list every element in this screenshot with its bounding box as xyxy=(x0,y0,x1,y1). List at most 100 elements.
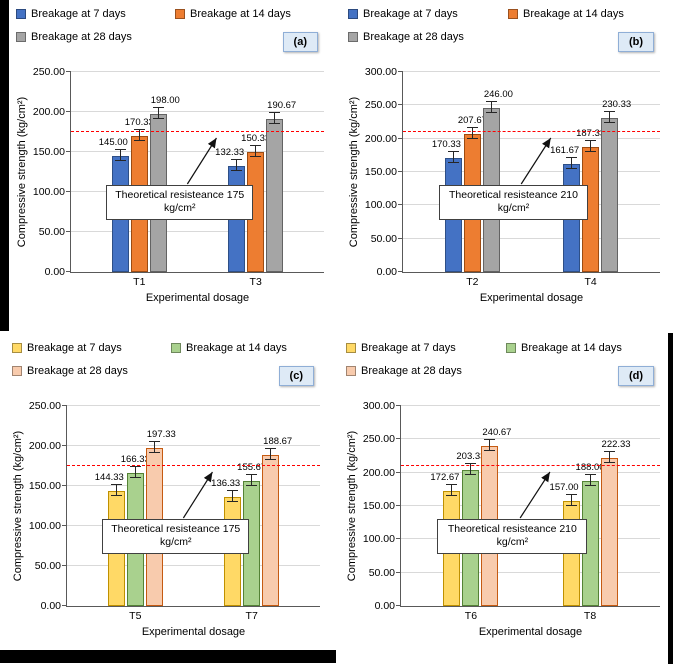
y-tick-mark xyxy=(398,204,403,206)
error-bar-line xyxy=(590,141,592,152)
gridline xyxy=(401,571,660,573)
y-axis-title: Compressive strength (kg/cm²) xyxy=(12,430,24,582)
legend-swatch xyxy=(348,31,358,42)
panel-label: (b) xyxy=(617,32,654,52)
y-tick-label: 100.00 xyxy=(362,533,395,546)
y-tick-label: 200.00 xyxy=(362,466,395,479)
error-bar xyxy=(114,149,126,161)
error-bar xyxy=(485,101,497,113)
y-axis-title: Compressive strength (kg/cm²) xyxy=(16,96,28,248)
error-bar-line xyxy=(232,490,234,501)
y-tick-mark xyxy=(398,71,403,72)
error-bar-line xyxy=(270,449,272,460)
error-bar-line xyxy=(451,484,453,495)
error-bar-line xyxy=(236,160,238,171)
y-tick-mark xyxy=(62,445,67,446)
y-tick-label: 0.00 xyxy=(40,600,61,612)
y-tick-label: 150.00 xyxy=(28,480,61,492)
reference-line xyxy=(401,465,660,466)
bar-value-label: 157.00 xyxy=(549,482,579,494)
error-bar xyxy=(465,463,477,476)
bar-value-label: 240.67 xyxy=(482,426,512,438)
y-tick-mark xyxy=(66,271,71,272)
legend-item: Breakage at 7 days xyxy=(12,342,171,354)
y-tick-mark xyxy=(66,151,71,152)
y-tick-label: 250.00 xyxy=(32,66,65,78)
error-bar-line xyxy=(470,464,472,475)
legend-item: Breakage at 28 days xyxy=(346,365,506,377)
legend-item: Breakage at 28 days xyxy=(16,31,176,43)
y-tick-mark xyxy=(396,405,401,406)
y-tick-mark xyxy=(398,137,403,139)
gridline xyxy=(71,111,324,112)
chart-area: Compressive strength (kg/cm²) 0.00 50.00 10… xyxy=(342,390,670,646)
error-bar xyxy=(585,140,597,153)
error-bar xyxy=(148,441,160,454)
error-bar xyxy=(265,448,277,461)
chart-panel-c: Breakage at 7 days Breakage at 14 days Bre… xyxy=(8,336,330,648)
x-axis-title: Experimental dosage xyxy=(145,292,250,304)
y-tick-label: 100.00 xyxy=(32,186,65,198)
legend-label: Breakage at 7 days xyxy=(363,7,458,20)
y-tick-mark xyxy=(62,485,67,486)
scan-artifact-bottom-bar xyxy=(0,650,336,663)
legend-swatch xyxy=(16,8,26,19)
plot-area: 0.00 50.00 100.00 150.00 200.00 250.00 144.33 1… xyxy=(29,400,320,638)
reference-line xyxy=(403,131,660,132)
panel-label: (d) xyxy=(617,366,654,386)
legend-swatch xyxy=(12,365,22,376)
legend-label: Breakage at 7 days xyxy=(27,341,122,354)
reference-line xyxy=(71,131,324,132)
error-bar xyxy=(466,126,478,139)
bar-value-label: 188.67 xyxy=(263,436,293,448)
gridline xyxy=(67,565,320,566)
error-bar-line xyxy=(119,150,121,160)
bar-value-label: 222.33 xyxy=(601,438,631,450)
y-tick-mark xyxy=(396,538,401,540)
error-bar-line xyxy=(134,466,136,477)
error-bar xyxy=(603,450,615,463)
legend-label: Breakage at 28 days xyxy=(31,30,132,43)
error-bar-line xyxy=(471,127,473,138)
error-bar xyxy=(227,489,239,502)
y-tick-label: 50.00 xyxy=(368,566,395,579)
legend-label: Breakage at 28 days xyxy=(363,30,464,43)
x-tick-label: T5 xyxy=(129,610,142,622)
chart-panel-d: Breakage at 7 days Breakage at 14 days Bre… xyxy=(342,336,670,648)
x-axis-title: Experimental dosage xyxy=(141,626,246,638)
legend-swatch xyxy=(348,8,358,19)
legend-swatch xyxy=(12,342,22,353)
error-bar-line xyxy=(157,107,159,118)
error-bar-line xyxy=(115,484,117,495)
legend-label: Breakage at 14 days xyxy=(186,341,287,354)
bar xyxy=(600,457,618,606)
legend-label: Breakage at 14 days xyxy=(523,7,624,20)
gridline xyxy=(67,445,320,446)
y-tick-mark xyxy=(396,605,401,606)
y-tick-mark xyxy=(62,525,67,526)
bar-value-label: 166.33 xyxy=(120,453,150,465)
y-tick-mark xyxy=(66,111,71,112)
error-bar xyxy=(269,112,281,125)
y-tick-mark xyxy=(66,71,71,72)
error-bar-line xyxy=(251,475,253,486)
y-tick-label: 250.00 xyxy=(28,400,61,412)
x-tick-label: T7 xyxy=(245,610,258,622)
error-bar xyxy=(604,111,616,124)
y-tick-label: 50.00 xyxy=(34,560,61,572)
y-tick-mark xyxy=(398,104,403,106)
gridline xyxy=(71,151,324,152)
legend-swatch xyxy=(508,8,518,19)
chart-area: Compressive strength (kg/cm²) 0.00 50.00 10… xyxy=(8,390,330,646)
x-tick-label: T3 xyxy=(249,276,262,288)
x-tick-label: T1 xyxy=(133,276,146,288)
legend-item: Breakage at 7 days xyxy=(346,342,506,354)
y-tick-label: 200.00 xyxy=(364,132,397,145)
scan-artifact-left-bar xyxy=(0,0,9,331)
y-tick-mark xyxy=(62,605,67,606)
error-bar xyxy=(110,483,122,496)
bar xyxy=(601,118,619,272)
bar-value-label: 190.67 xyxy=(267,100,297,112)
error-bar xyxy=(565,494,577,507)
y-tick-label: 300.00 xyxy=(362,400,395,412)
